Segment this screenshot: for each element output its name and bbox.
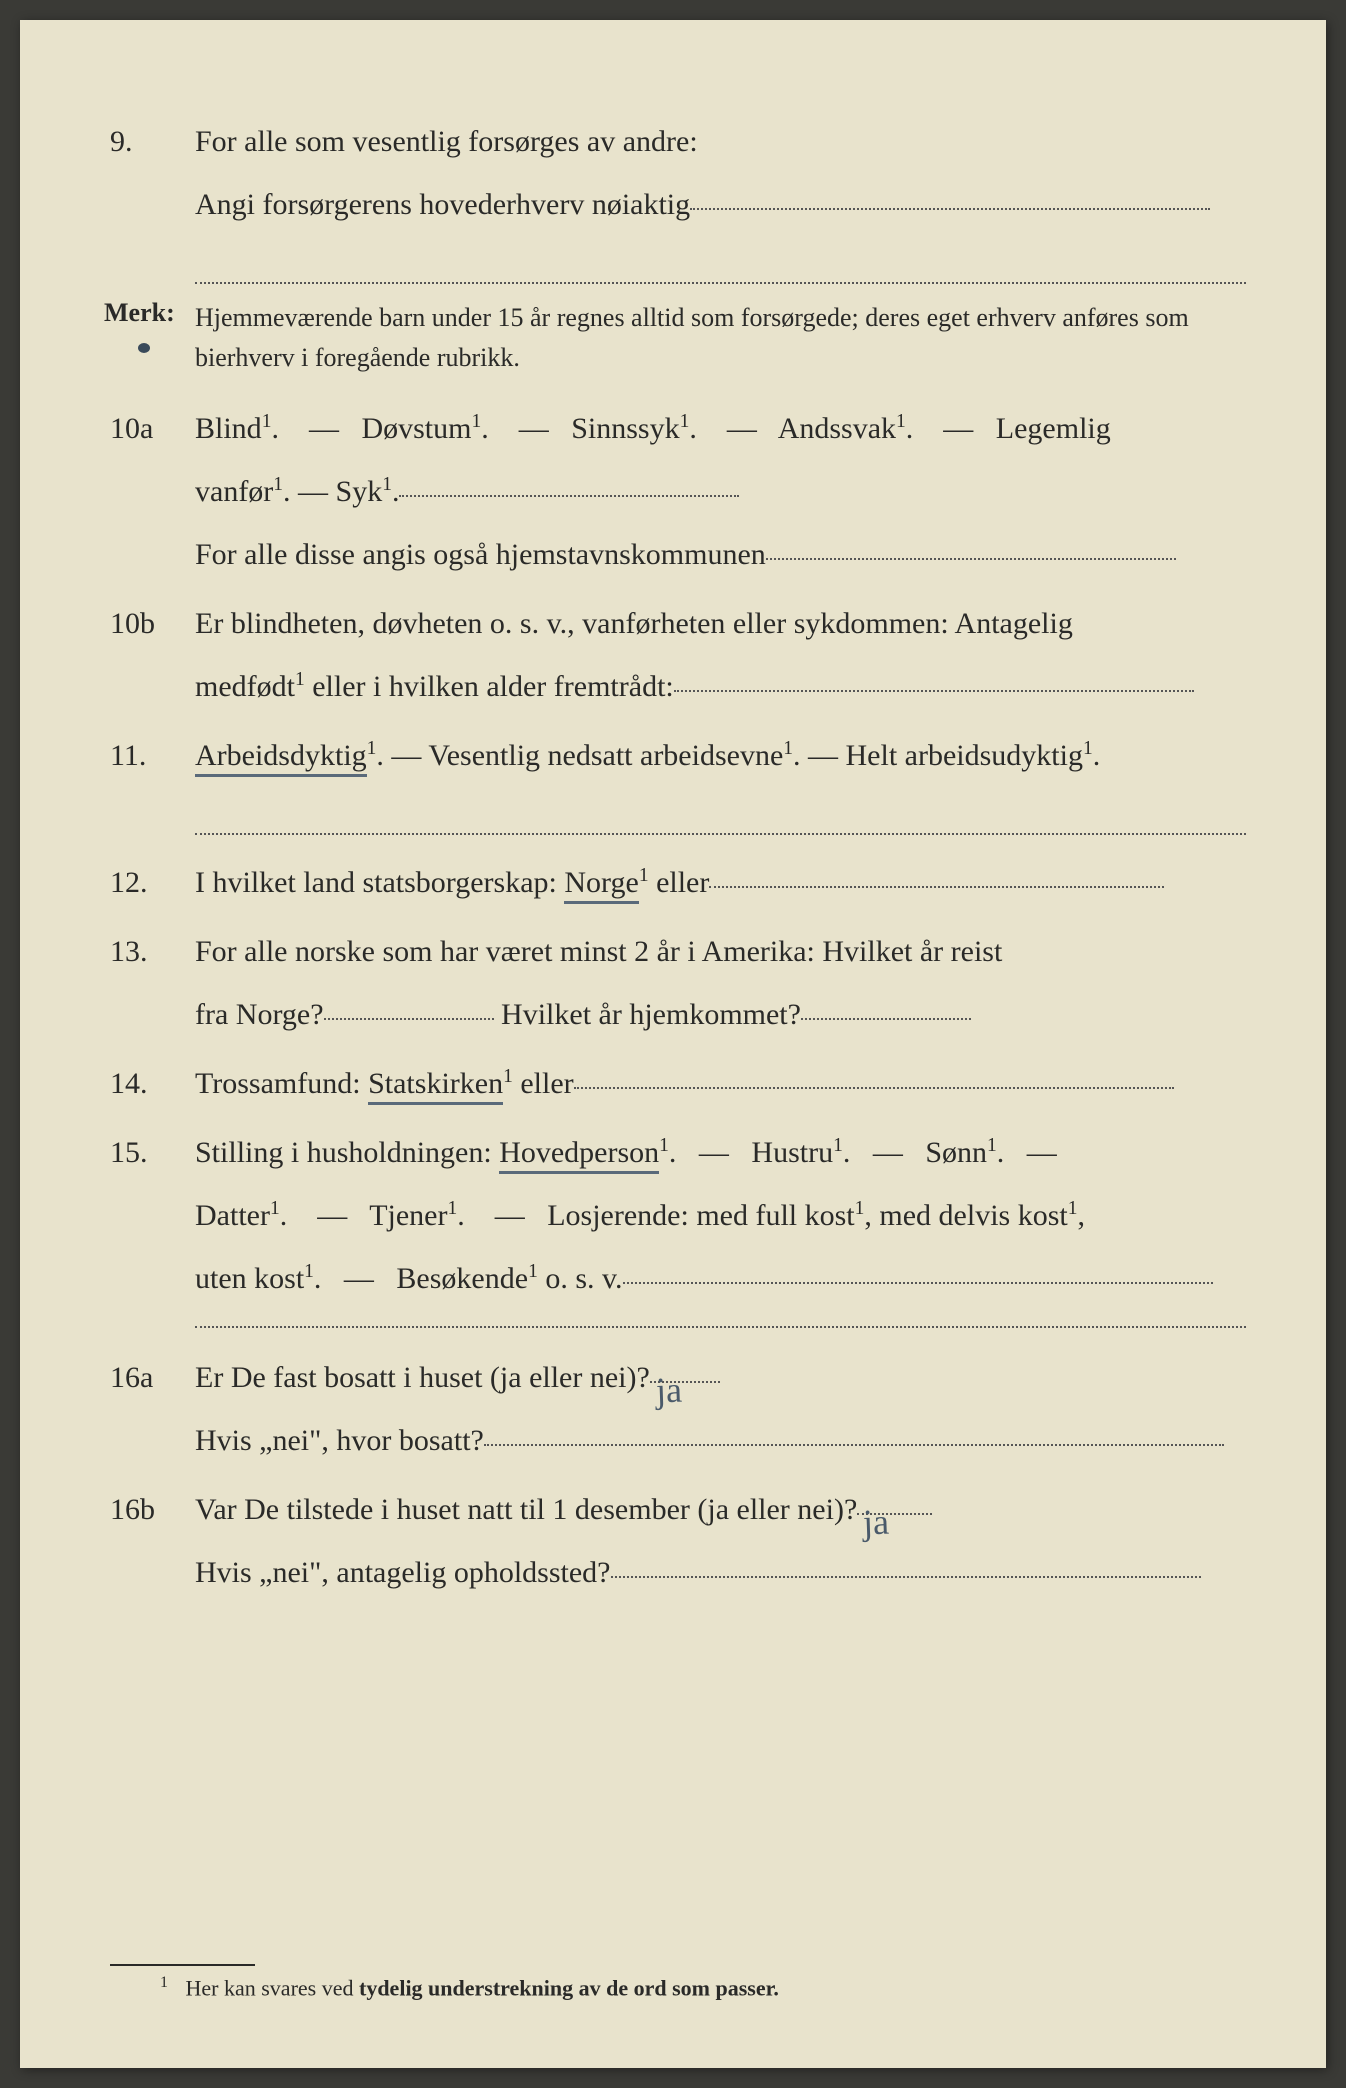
q10a-number: 10a	[100, 412, 195, 446]
question-16b: 16b Var De tilstede i huset natt til 1 d…	[100, 1478, 1246, 1604]
q11-content: Arbeidsdyktig1. — Vesentlig nedsatt arbe…	[195, 724, 1246, 835]
q16b-text-b: Hvis „nei", antagelig opholdssted?	[195, 1556, 611, 1589]
opt-datter: Datter	[195, 1199, 270, 1232]
q15-text-d: uten kost	[195, 1262, 304, 1295]
q12-number: 12.	[100, 866, 195, 900]
q15-content: Stilling i husholdningen: Hovedperson1. …	[195, 1121, 1246, 1310]
footnote-num: 1	[160, 1974, 168, 1991]
opt-arbeidsdyktig-selected: Arbeidsdyktig	[195, 739, 367, 777]
question-11: 11. Arbeidsdyktig1. — Vesentlig nedsatt …	[100, 724, 1246, 835]
q15-text-c: , med delvis kost	[864, 1199, 1067, 1232]
opt-sinssyk: Sinnssyk	[571, 412, 679, 445]
q14-text-a: Trossamfund:	[195, 1067, 368, 1100]
q10b-number: 10b	[100, 607, 195, 641]
q16a-text-a: Er De fast bosatt i huset (ja eller nei)…	[195, 1361, 650, 1394]
merk-text: Hjemmeværende barn under 15 år regnes al…	[195, 298, 1246, 379]
question-15: 15. Stilling i husholdningen: Hovedperso…	[100, 1121, 1246, 1310]
fill-line	[484, 1444, 1224, 1446]
fill-line	[195, 236, 1246, 284]
opt-statskirken-selected: Statskirken	[368, 1067, 503, 1105]
q14-number: 14.	[100, 1067, 195, 1101]
fill-line	[623, 1282, 1213, 1284]
q12-text-a: I hvilket land statsborgerskap:	[195, 866, 564, 899]
fill-line: ja	[857, 1513, 932, 1515]
q13-number: 13.	[100, 935, 195, 969]
footnote-text-a: Her kan svares ved	[186, 1975, 360, 2000]
q15-text-b: Losjerende: med full kost	[547, 1199, 854, 1232]
ink-dot	[138, 343, 150, 353]
q13-content: For alle norske som har været minst 2 år…	[195, 920, 1246, 1046]
fill-line: ja	[650, 1381, 720, 1383]
q16a-content: Er De fast bosatt i huset (ja eller nei)…	[195, 1346, 1246, 1472]
question-9: 9. For alle som vesentlig forsørges av a…	[100, 110, 1246, 284]
q15-text-e: o. s. v.	[538, 1262, 623, 1295]
q16b-text-a: Var De tilstede i huset natt til 1 desem…	[195, 1493, 857, 1526]
q13-text-c: Hvilket år hjemkommet?	[501, 998, 801, 1031]
q16b-content: Var De tilstede i huset natt til 1 desem…	[195, 1478, 1246, 1604]
q9-line2: Angi forsørgerens hovederhverv nøiaktig	[195, 188, 690, 221]
footnote: 1 Her kan svares ved tydelig understrekn…	[160, 1974, 1246, 2001]
q16b-number: 16b	[100, 1493, 195, 1527]
fill-line	[611, 1576, 1201, 1578]
q14-content: Trossamfund: Statskirken1 eller	[195, 1052, 1246, 1115]
opt-norge-selected: Norge	[564, 866, 638, 904]
question-16a: 16a Er De fast bosatt i huset (ja eller …	[100, 1346, 1246, 1472]
opt-syk: Syk	[336, 475, 383, 508]
opt-dovstum: Døvstum	[361, 412, 471, 445]
q12-content: I hvilket land statsborgerskap: Norge1 e…	[195, 851, 1246, 914]
q10a-line3: For alle disse angis også hjemstavnskomm…	[195, 538, 766, 571]
q9-number: 9.	[100, 125, 195, 159]
q14-text-b: eller	[513, 1067, 574, 1100]
footnote-text-b: tydelig understrekning av de ord som pas…	[359, 1975, 779, 2000]
footnote-rule	[110, 1964, 255, 1966]
q9-line1: For alle som vesentlig forsørges av andr…	[195, 125, 698, 158]
question-12: 12. I hvilket land statsborgerskap: Norg…	[100, 851, 1246, 914]
q16a-answer: ja	[655, 1352, 684, 1428]
opt-legemlig: Legemlig	[996, 412, 1111, 445]
question-13: 13. For alle norske som har været minst …	[100, 920, 1246, 1046]
fill-line	[324, 1018, 494, 1020]
q16a-number: 16a	[100, 1361, 195, 1395]
q10b-text-b: medfødt	[195, 670, 295, 703]
opt-sonn: Sønn	[925, 1136, 987, 1169]
opt-hustru: Hustru	[751, 1136, 833, 1169]
census-form-page: 9. For alle som vesentlig forsørges av a…	[20, 20, 1326, 2068]
q10b-text-c: eller i hvilken alder fremtrådt:	[305, 670, 674, 703]
question-10b: 10b Er blindheten, døvheten o. s. v., va…	[100, 592, 1246, 718]
question-14: 14. Trossamfund: Statskirken1 eller	[100, 1052, 1246, 1115]
q9-content: For alle som vesentlig forsørges av andr…	[195, 110, 1246, 284]
fill-line	[709, 886, 1164, 888]
fill-line	[195, 787, 1246, 835]
q15-text-a: Stilling i husholdningen:	[195, 1136, 499, 1169]
divider	[195, 1326, 1246, 1328]
fill-line	[674, 690, 1194, 692]
fill-line	[766, 558, 1176, 560]
opt-besokende: Besøkende	[396, 1262, 528, 1295]
q11-number: 11.	[100, 739, 195, 773]
merk-label: Merk:	[100, 298, 195, 379]
fill-line	[690, 208, 1210, 210]
q12-text-b: eller	[649, 866, 710, 899]
fill-line	[399, 495, 739, 497]
fill-line	[801, 1018, 971, 1020]
q13-text-a: For alle norske som har været minst 2 år…	[195, 935, 1002, 968]
fill-line	[574, 1087, 1174, 1089]
sup: 1	[262, 411, 272, 432]
q13-text-b: fra Norge?	[195, 998, 324, 1031]
opt-nedsatt: Vesentlig nedsatt arbeidsevne	[428, 739, 783, 772]
q15-number: 15.	[100, 1136, 195, 1170]
q10a-content: Blind1. — Døvstum1. — Sinnssyk1. — Andss…	[195, 397, 1246, 586]
opt-vanfor: vanfør	[195, 475, 273, 508]
opt-andssvak: Andssvak	[778, 412, 896, 445]
q10b-text-a: Er blindheten, døvheten o. s. v., vanfør…	[195, 607, 1073, 640]
q16a-text-b: Hvis „nei", hvor bosatt?	[195, 1424, 484, 1457]
q10b-content: Er blindheten, døvheten o. s. v., vanfør…	[195, 592, 1246, 718]
opt-blind: Blind	[195, 412, 262, 445]
question-10a: 10a Blind1. — Døvstum1. — Sinnssyk1. — A…	[100, 397, 1246, 586]
merk-note: Merk: Hjemmeværende barn under 15 år reg…	[100, 298, 1246, 379]
q16b-answer: ja	[862, 1484, 891, 1560]
opt-udyktig: Helt arbeidsudyktig	[846, 739, 1083, 772]
opt-hovedperson-selected: Hovedperson	[499, 1136, 659, 1174]
opt-tjener: Tjener	[369, 1199, 447, 1232]
